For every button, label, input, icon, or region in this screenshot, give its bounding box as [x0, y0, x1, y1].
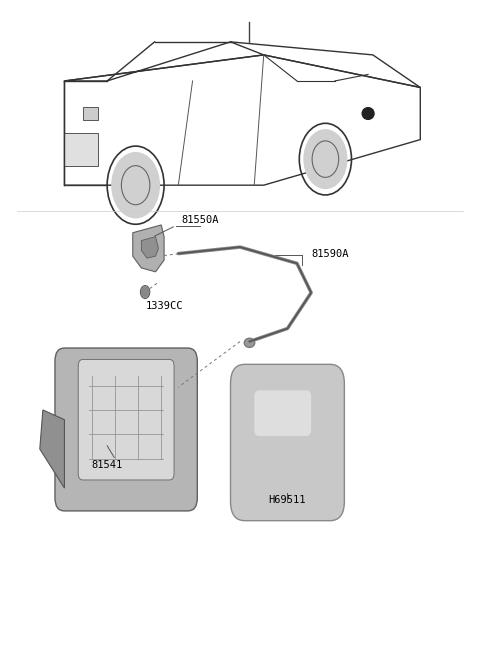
Ellipse shape	[246, 340, 253, 346]
FancyBboxPatch shape	[254, 390, 311, 436]
Ellipse shape	[244, 338, 255, 348]
Text: 81590A: 81590A	[311, 249, 348, 260]
Polygon shape	[64, 133, 97, 166]
FancyBboxPatch shape	[78, 359, 174, 480]
Circle shape	[304, 130, 347, 189]
Text: 1339CC: 1339CC	[145, 301, 183, 311]
Text: 81541: 81541	[92, 460, 123, 470]
Polygon shape	[84, 107, 97, 120]
Polygon shape	[40, 410, 64, 488]
Text: 81550A: 81550A	[181, 215, 218, 225]
Polygon shape	[133, 225, 164, 272]
Circle shape	[112, 152, 159, 217]
Polygon shape	[141, 237, 158, 258]
Ellipse shape	[362, 108, 374, 120]
FancyBboxPatch shape	[55, 348, 197, 511]
Text: H69511: H69511	[269, 495, 306, 505]
Circle shape	[141, 287, 149, 297]
FancyBboxPatch shape	[230, 365, 344, 521]
